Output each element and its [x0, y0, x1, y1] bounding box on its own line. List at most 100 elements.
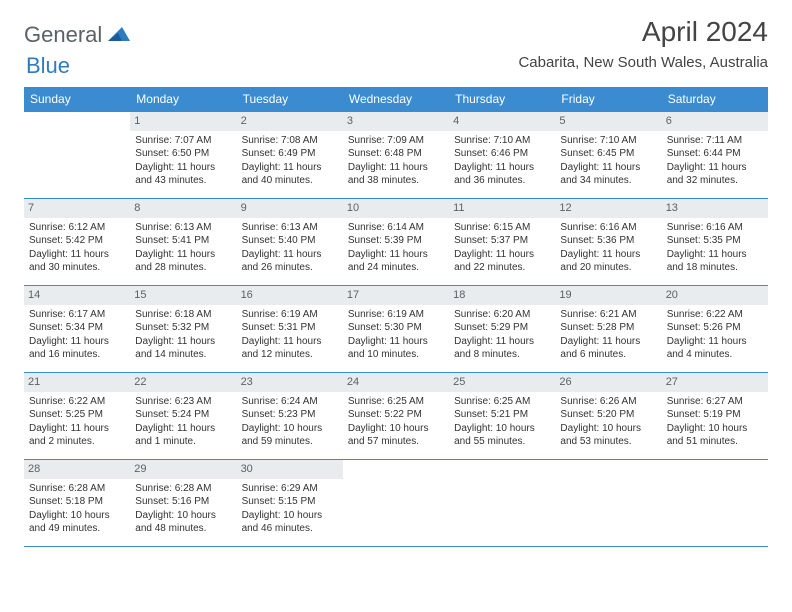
dow-cell: Friday — [555, 87, 661, 111]
day-number: 1 — [130, 112, 236, 131]
sunrise-text: Sunrise: 6:24 AM — [242, 395, 338, 409]
sunset-text: Sunset: 6:45 PM — [560, 147, 656, 161]
day-number: 16 — [237, 286, 343, 305]
sunrise-text: Sunrise: 6:19 AM — [242, 308, 338, 322]
day-number: 11 — [449, 199, 555, 218]
daylight-text: Daylight: 11 hours and 8 minutes. — [454, 335, 550, 362]
day-cell: 2Sunrise: 7:08 AMSunset: 6:49 PMDaylight… — [237, 112, 343, 198]
daylight-text: Daylight: 11 hours and 12 minutes. — [242, 335, 338, 362]
day-cell: 25Sunrise: 6:25 AMSunset: 5:21 PMDayligh… — [449, 373, 555, 459]
sunset-text: Sunset: 5:34 PM — [29, 321, 125, 335]
month-title: April 2024 — [518, 16, 768, 48]
week-row: 21Sunrise: 6:22 AMSunset: 5:25 PMDayligh… — [24, 372, 768, 459]
daylight-text: Daylight: 11 hours and 26 minutes. — [242, 248, 338, 275]
daylight-text: Daylight: 11 hours and 32 minutes. — [667, 161, 763, 188]
day-cell: 14Sunrise: 6:17 AMSunset: 5:34 PMDayligh… — [24, 286, 130, 372]
day-cell: 5Sunrise: 7:10 AMSunset: 6:45 PMDaylight… — [555, 112, 661, 198]
day-cell: 15Sunrise: 6:18 AMSunset: 5:32 PMDayligh… — [130, 286, 236, 372]
day-cell: 11Sunrise: 6:15 AMSunset: 5:37 PMDayligh… — [449, 199, 555, 285]
day-cell — [555, 460, 661, 546]
day-number: 12 — [555, 199, 661, 218]
dow-cell: Saturday — [662, 87, 768, 111]
sunrise-text: Sunrise: 6:29 AM — [242, 482, 338, 496]
title-block: April 2024 Cabarita, New South Wales, Au… — [518, 16, 768, 71]
sunset-text: Sunset: 6:50 PM — [135, 147, 231, 161]
sunrise-text: Sunrise: 6:16 AM — [667, 221, 763, 235]
day-cell: 28Sunrise: 6:28 AMSunset: 5:18 PMDayligh… — [24, 460, 130, 546]
sunset-text: Sunset: 6:44 PM — [667, 147, 763, 161]
day-number: 30 — [237, 460, 343, 479]
week-row: 14Sunrise: 6:17 AMSunset: 5:34 PMDayligh… — [24, 285, 768, 372]
dow-cell: Thursday — [449, 87, 555, 111]
sunrise-text: Sunrise: 6:21 AM — [560, 308, 656, 322]
day-number: 25 — [449, 373, 555, 392]
day-number: 26 — [555, 373, 661, 392]
day-cell: 13Sunrise: 6:16 AMSunset: 5:35 PMDayligh… — [662, 199, 768, 285]
sunset-text: Sunset: 5:37 PM — [454, 234, 550, 248]
week-row: 28 Sunrise: 6:28 AM Sunset: 5:18 PM Dayligh… — [24, 459, 768, 547]
day-cell: 24Sunrise: 6:25 AMSunset: 5:22 PMDayligh… — [343, 373, 449, 459]
daylight-text: Daylight: 10 hours and 53 minutes. — [560, 422, 656, 449]
day-number: 19 — [555, 286, 661, 305]
day-cell: 26Sunrise: 6:26 AMSunset: 5:20 PMDayligh… — [555, 373, 661, 459]
sunset-text: Sunset: 5:32 PM — [135, 321, 231, 335]
sunset-text: Sunset: 6:49 PM — [242, 147, 338, 161]
sunset-text: Sunset: 5:29 PM — [454, 321, 550, 335]
sunset-text: Sunset: 6:48 PM — [348, 147, 444, 161]
sunset-text: Sunset: 5:35 PM — [667, 234, 763, 248]
day-number: 27 — [662, 373, 768, 392]
day-number: 8 — [130, 199, 236, 218]
sunset-text: Sunset: 5:24 PM — [135, 408, 231, 422]
day-number: 2 — [237, 112, 343, 131]
day-cell: 27Sunrise: 6:27 AMSunset: 5:19 PMDayligh… — [662, 373, 768, 459]
daylight-text: Daylight: 10 hours and 46 minutes. — [242, 509, 338, 536]
daylight-text: Daylight: 11 hours and 43 minutes. — [135, 161, 231, 188]
daylight-text: Daylight: 10 hours and 51 minutes. — [667, 422, 763, 449]
daylight-text: Daylight: 11 hours and 30 minutes. — [29, 248, 125, 275]
day-cell: 21Sunrise: 6:22 AMSunset: 5:25 PMDayligh… — [24, 373, 130, 459]
sunset-text: Sunset: 5:31 PM — [242, 321, 338, 335]
logo-triangle-icon — [108, 25, 130, 46]
daylight-text: Daylight: 10 hours and 48 minutes. — [135, 509, 231, 536]
sunrise-text: Sunrise: 7:08 AM — [242, 134, 338, 148]
daylight-text: Daylight: 11 hours and 24 minutes. — [348, 248, 444, 275]
sunrise-text: Sunrise: 6:17 AM — [29, 308, 125, 322]
daylight-text: Daylight: 11 hours and 10 minutes. — [348, 335, 444, 362]
sunset-text: Sunset: 6:46 PM — [454, 147, 550, 161]
day-number: 7 — [24, 199, 130, 218]
day-number: 3 — [343, 112, 449, 131]
sunrise-text: Sunrise: 6:13 AM — [242, 221, 338, 235]
day-number: 28 — [24, 460, 130, 479]
weeks-container: 1Sunrise: 7:07 AMSunset: 6:50 PMDaylight… — [24, 111, 768, 547]
sunrise-text: Sunrise: 6:28 AM — [135, 482, 231, 496]
day-number: 17 — [343, 286, 449, 305]
sunrise-text: Sunrise: 7:09 AM — [348, 134, 444, 148]
logo-text-general: General — [24, 22, 102, 48]
sunset-text: Sunset: 5:41 PM — [135, 234, 231, 248]
daylight-text: Daylight: 11 hours and 28 minutes. — [135, 248, 231, 275]
daylight-text: Daylight: 11 hours and 6 minutes. — [560, 335, 656, 362]
daylight-text: Daylight: 11 hours and 18 minutes. — [667, 248, 763, 275]
sunrise-text: Sunrise: 7:10 AM — [454, 134, 550, 148]
day-cell: 6Sunrise: 7:11 AMSunset: 6:44 PMDaylight… — [662, 112, 768, 198]
daylight-text: Daylight: 11 hours and 36 minutes. — [454, 161, 550, 188]
day-cell: 1Sunrise: 7:07 AMSunset: 6:50 PMDaylight… — [130, 112, 236, 198]
sunset-text: Sunset: 5:19 PM — [667, 408, 763, 422]
sunset-text: Sunset: 5:42 PM — [29, 234, 125, 248]
sunrise-text: Sunrise: 6:18 AM — [135, 308, 231, 322]
day-cell: 9Sunrise: 6:13 AMSunset: 5:40 PMDaylight… — [237, 199, 343, 285]
sunset-text: Sunset: 5:25 PM — [29, 408, 125, 422]
day-cell: 20Sunrise: 6:22 AMSunset: 5:26 PMDayligh… — [662, 286, 768, 372]
day-number: 9 — [237, 199, 343, 218]
day-cell: 29Sunrise: 6:28 AMSunset: 5:16 PMDayligh… — [130, 460, 236, 546]
calendar-page: General April 2024 Cabarita, New South W… — [0, 0, 792, 563]
sunset-text: Sunset: 5:18 PM — [29, 495, 125, 509]
day-number: 20 — [662, 286, 768, 305]
daylight-text: Daylight: 11 hours and 22 minutes. — [454, 248, 550, 275]
logo: General — [24, 22, 136, 48]
sunrise-text: Sunrise: 7:10 AM — [560, 134, 656, 148]
day-number: 4 — [449, 112, 555, 131]
day-cell: 18Sunrise: 6:20 AMSunset: 5:29 PMDayligh… — [449, 286, 555, 372]
sunrise-text: Sunrise: 6:20 AM — [454, 308, 550, 322]
day-number: 10 — [343, 199, 449, 218]
